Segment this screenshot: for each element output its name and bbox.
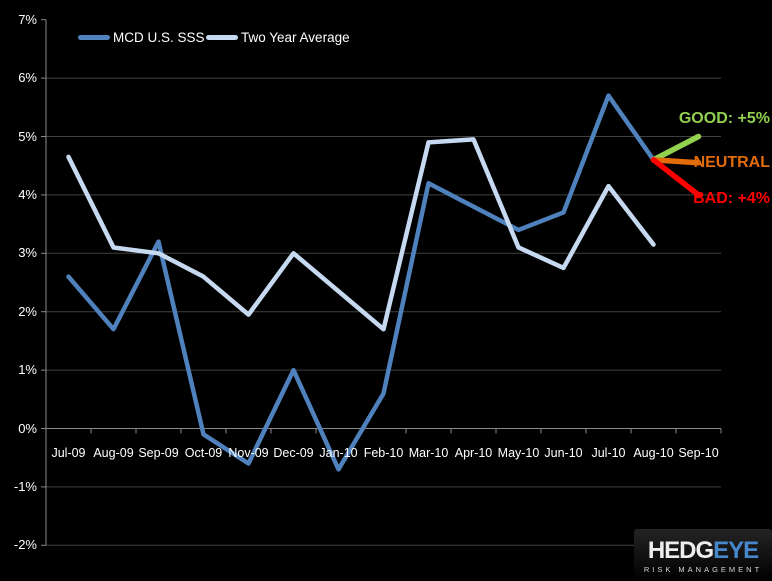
x-tick-label: Mar-10 xyxy=(408,446,449,460)
x-tick-label: Sep-10 xyxy=(678,446,719,460)
y-tick-label: -1% xyxy=(13,478,37,494)
x-tick-label: Feb-10 xyxy=(363,446,404,460)
projection-line-good xyxy=(650,133,702,163)
y-tick-label: 0% xyxy=(18,420,37,436)
legend-label: MCD U.S. SSS xyxy=(113,29,205,45)
hedgeye-logo-tagline: RISK MANAGEMENT xyxy=(643,564,763,574)
x-tick-label: Jul-10 xyxy=(591,446,626,460)
x-tick-label: Aug-09 xyxy=(93,446,134,460)
annotation-neutral-scenario: NEUTRAL xyxy=(693,153,770,171)
projection-line-bad xyxy=(650,157,702,198)
y-tick-label: 6% xyxy=(18,70,37,86)
legend-item-mcd-sss: MCD U.S. SSS xyxy=(78,27,205,47)
x-tick-label: Sep-09 xyxy=(138,446,179,460)
series-line-two-year-average xyxy=(66,137,656,332)
projection-line-neutral xyxy=(650,157,702,166)
legend-label: Two Year Average xyxy=(241,29,350,45)
legend-swatch-mcd-sss xyxy=(78,34,110,40)
y-tick-label: 3% xyxy=(18,245,37,261)
x-tick-label: Jul-09 xyxy=(51,446,86,460)
annotation-good-scenario: GOOD: +5% xyxy=(678,109,770,127)
x-tick-label: Jun-10 xyxy=(544,446,583,460)
hedgeye-logo: HEDGEYE RISK MANAGEMENT xyxy=(634,529,772,581)
y-tick-label: 4% xyxy=(18,186,37,202)
hedgeye-logo-wordmark: HEDGEYE xyxy=(647,536,759,564)
series-line-mcd-sss xyxy=(66,93,656,472)
y-tick-label: 1% xyxy=(18,362,37,378)
x-tick-label: Apr-10 xyxy=(454,446,493,460)
y-tick-label: -2% xyxy=(13,537,37,553)
x-tick-label: Aug-10 xyxy=(633,446,674,460)
y-tick-label: 7% xyxy=(18,11,37,27)
y-tick-label: 5% xyxy=(18,128,37,144)
x-tick-label: Jan-10 xyxy=(319,446,358,460)
x-tick-label: Oct-09 xyxy=(184,446,223,460)
annotation-bad-scenario: BAD: +4% xyxy=(693,189,770,207)
x-tick-label: Dec-09 xyxy=(273,446,314,460)
legend-swatch-two-year-average xyxy=(206,34,238,40)
legend-item-two-year-average: Two Year Average xyxy=(206,27,350,47)
x-tick-label: Nov-09 xyxy=(228,446,269,460)
y-tick-label: 2% xyxy=(18,303,37,319)
x-tick-label: May-10 xyxy=(497,446,540,460)
